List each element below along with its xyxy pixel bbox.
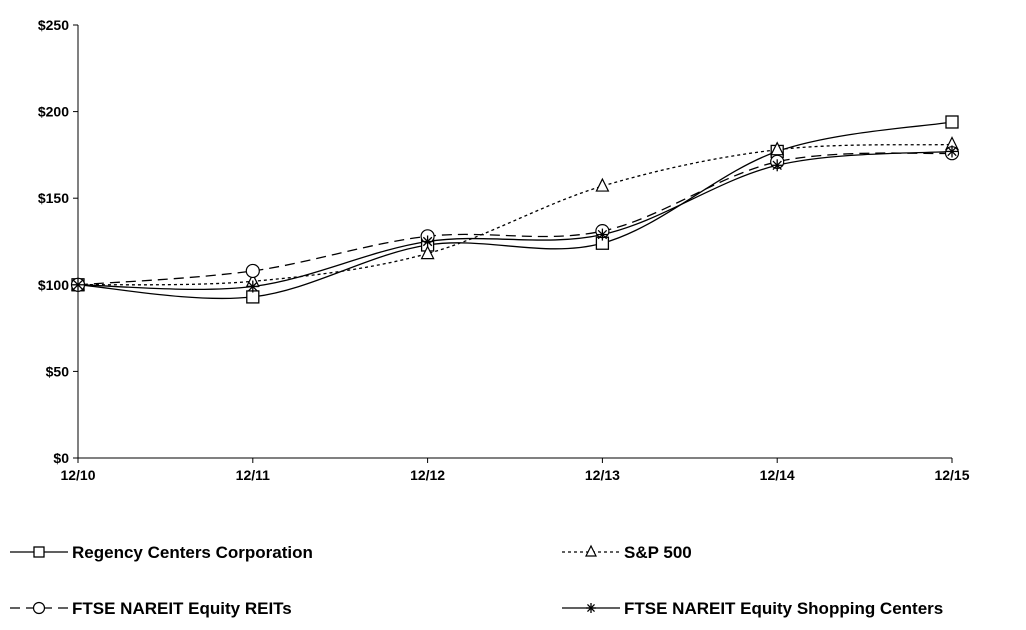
- legend-item: S&P 500: [562, 543, 692, 562]
- legend-swatch-marker: [33, 546, 45, 558]
- data-point: [770, 141, 785, 156]
- data-point: [945, 115, 959, 129]
- series-line: [77, 143, 953, 286]
- x-tick-label: 12/10: [60, 467, 95, 483]
- legend-swatch-marker: [586, 603, 596, 613]
- data-point: [246, 290, 260, 304]
- legend-item: FTSE NAREIT Equity Shopping Centers: [562, 599, 943, 618]
- axes: $0 $50 $100 $150 $200 $250 12/10 12/11 12/12 12/1…: [38, 17, 970, 483]
- y-tick-label: $50: [46, 363, 70, 379]
- series-line: [77, 121, 953, 300]
- data-point: [596, 228, 609, 241]
- legend-swatch-marker: [585, 544, 597, 557]
- data-point: [595, 177, 610, 192]
- legend-label: FTSE NAREIT Equity Shopping Centers: [624, 599, 943, 618]
- legend-label: Regency Centers Corporation: [72, 543, 313, 562]
- y-tick-label: $250: [38, 17, 69, 33]
- series-lines: [77, 121, 953, 300]
- y-tick-label: $100: [38, 277, 69, 293]
- x-tick-label: 12/12: [410, 467, 445, 483]
- legend-swatch-marker: [32, 601, 46, 615]
- data-point: [420, 245, 435, 260]
- x-tick-label: 12/14: [760, 467, 795, 483]
- x-tick-label: 12/11: [236, 467, 270, 483]
- data-point: [771, 159, 784, 172]
- data-point: [421, 235, 434, 248]
- series-line: [77, 150, 953, 291]
- legend-item: Regency Centers Corporation: [10, 543, 313, 562]
- y-tick-label: $0: [53, 450, 69, 466]
- y-tick-label: $150: [38, 190, 69, 206]
- legend: Regency Centers Corporation S&P 500 FTSE N…: [10, 543, 943, 618]
- x-tick-label: 12/13: [585, 467, 620, 483]
- x-tick-label: 12/15: [934, 467, 969, 483]
- data-point: [245, 263, 260, 279]
- data-point: [246, 280, 259, 293]
- legend-label: S&P 500: [624, 543, 692, 562]
- series-line: [77, 152, 953, 286]
- series-markers: [70, 115, 960, 304]
- data-point: [72, 278, 84, 291]
- legend-label: FTSE NAREIT Equity REITs: [72, 599, 292, 618]
- legend-item: FTSE NAREIT Equity REITs: [10, 599, 292, 618]
- data-point: [946, 145, 958, 158]
- y-tick-label: $200: [38, 104, 69, 120]
